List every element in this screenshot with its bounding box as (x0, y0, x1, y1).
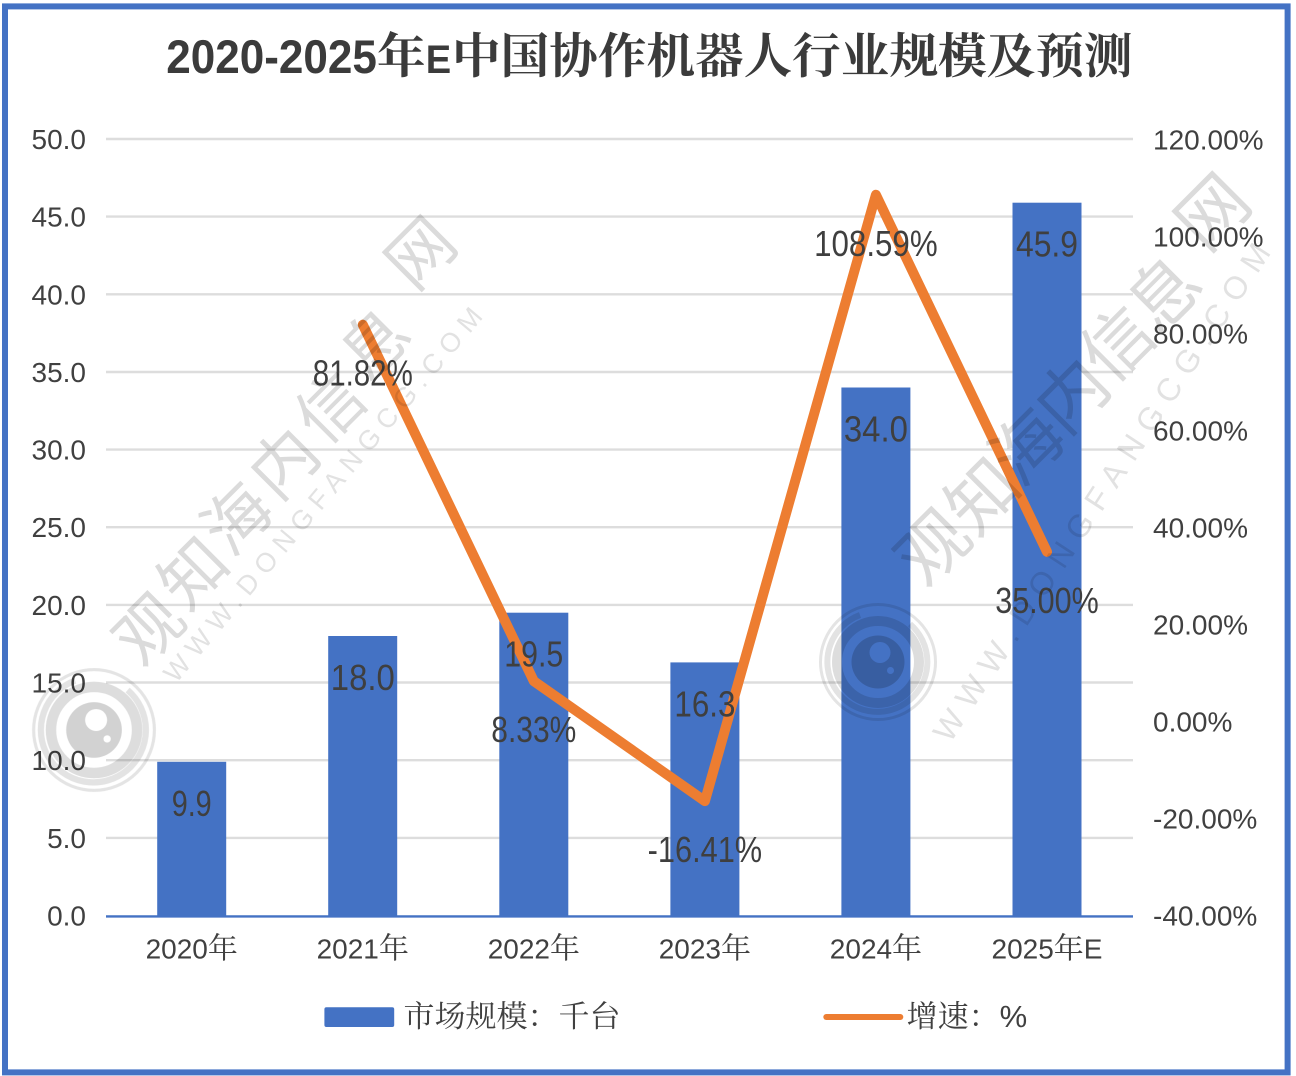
svg-text:%: % (1000, 999, 1028, 1034)
svg-text:E: E (1084, 934, 1103, 965)
svg-text:-16.41%: -16.41% (648, 829, 763, 870)
svg-text:45.0: 45.0 (32, 202, 87, 233)
svg-text:108.59%: 108.59% (814, 223, 938, 264)
svg-text:45.9: 45.9 (1016, 224, 1078, 265)
svg-text:5.0: 5.0 (47, 823, 86, 854)
svg-text:50.0: 50.0 (32, 124, 87, 155)
svg-text:20.00%: 20.00% (1153, 610, 1248, 641)
svg-text:-40.00%: -40.00% (1153, 901, 1257, 932)
svg-text:35.0: 35.0 (32, 357, 87, 388)
svg-text:2020-2025: 2020-2025 (166, 30, 377, 83)
svg-text:2025: 2025 (992, 934, 1054, 965)
svg-text:8.33%: 8.33% (491, 709, 576, 750)
svg-text:2020: 2020 (146, 934, 208, 965)
svg-text:9.9: 9.9 (172, 783, 212, 824)
svg-text:2022: 2022 (488, 934, 550, 965)
svg-text:0.00%: 0.00% (1153, 707, 1232, 738)
svg-text:35.00%: 35.00% (995, 580, 1099, 621)
svg-text:30.0: 30.0 (32, 435, 87, 466)
svg-text:2021: 2021 (317, 934, 379, 965)
svg-text:20.0: 20.0 (32, 590, 87, 621)
svg-text:60.00%: 60.00% (1153, 416, 1248, 447)
svg-text:2023: 2023 (659, 934, 721, 965)
svg-text:-20.00%: -20.00% (1153, 804, 1257, 835)
svg-text:80.00%: 80.00% (1153, 319, 1248, 350)
svg-text:E: E (426, 38, 451, 82)
svg-text:2024: 2024 (830, 934, 892, 965)
svg-text:19.5: 19.5 (504, 634, 563, 675)
svg-text:16.3: 16.3 (674, 683, 735, 724)
svg-text:34.0: 34.0 (844, 409, 908, 450)
svg-text:120.00%: 120.00% (1153, 125, 1264, 156)
svg-text:0.0: 0.0 (47, 901, 86, 932)
svg-text:25.0: 25.0 (32, 512, 87, 543)
svg-text:18.0: 18.0 (331, 657, 395, 698)
svg-text:40.0: 40.0 (32, 279, 87, 310)
svg-text:40.00%: 40.00% (1153, 513, 1248, 544)
